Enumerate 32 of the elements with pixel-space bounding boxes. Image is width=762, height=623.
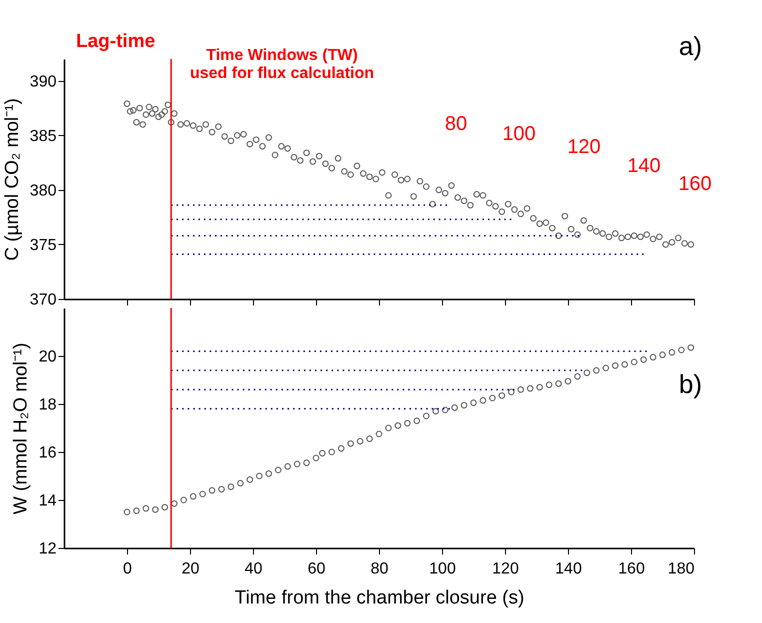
y-tick-label: 18 — [38, 396, 57, 414]
annotation: 80 — [444, 113, 468, 135]
x-tick-label: 180 — [668, 560, 695, 578]
y-tick-label: 390 — [30, 73, 57, 90]
x-tick-label: 40 — [244, 560, 262, 578]
annotation: a) — [678, 31, 702, 61]
x-tick-label: 100 — [429, 560, 456, 578]
text: Lag-time — [76, 31, 156, 52]
x-axis-title: Time from the chamber closure (s) — [234, 588, 524, 608]
x-tick-label: 120 — [492, 560, 519, 578]
annotation: 100 — [502, 123, 536, 145]
y-tick-label: 370 — [30, 292, 57, 308]
x-tick-label: 20 — [182, 560, 200, 578]
y-axis-title: W (mmol H₂O mol⁻¹) — [10, 342, 32, 514]
x-tick-label: 140 — [555, 560, 582, 578]
y-tick-label: 380 — [30, 182, 57, 200]
y-tick-label: 375 — [30, 236, 57, 254]
y-tick-label: 385 — [30, 128, 57, 145]
x-tick-label: 160 — [618, 560, 645, 578]
annotation: Time Windows (TW) used for flux calculation — [190, 47, 374, 82]
x-tick-label: 0 — [123, 560, 132, 578]
y-tick-label: 20 — [38, 348, 57, 366]
x-tick-label: 80 — [370, 560, 388, 578]
x-tick-label: 60 — [308, 560, 326, 578]
annotation: 120 — [567, 136, 601, 158]
y-axis-title: C (µmol CO₂ mol⁻¹) — [2, 98, 23, 261]
annotation: 140 — [627, 155, 661, 177]
y-tick-label: 12 — [38, 540, 57, 558]
annotation: 160 — [678, 173, 712, 195]
y-tick-label: 16 — [38, 444, 57, 462]
y-tick-label: 14 — [38, 492, 57, 510]
annotation: b) — [678, 369, 702, 399]
